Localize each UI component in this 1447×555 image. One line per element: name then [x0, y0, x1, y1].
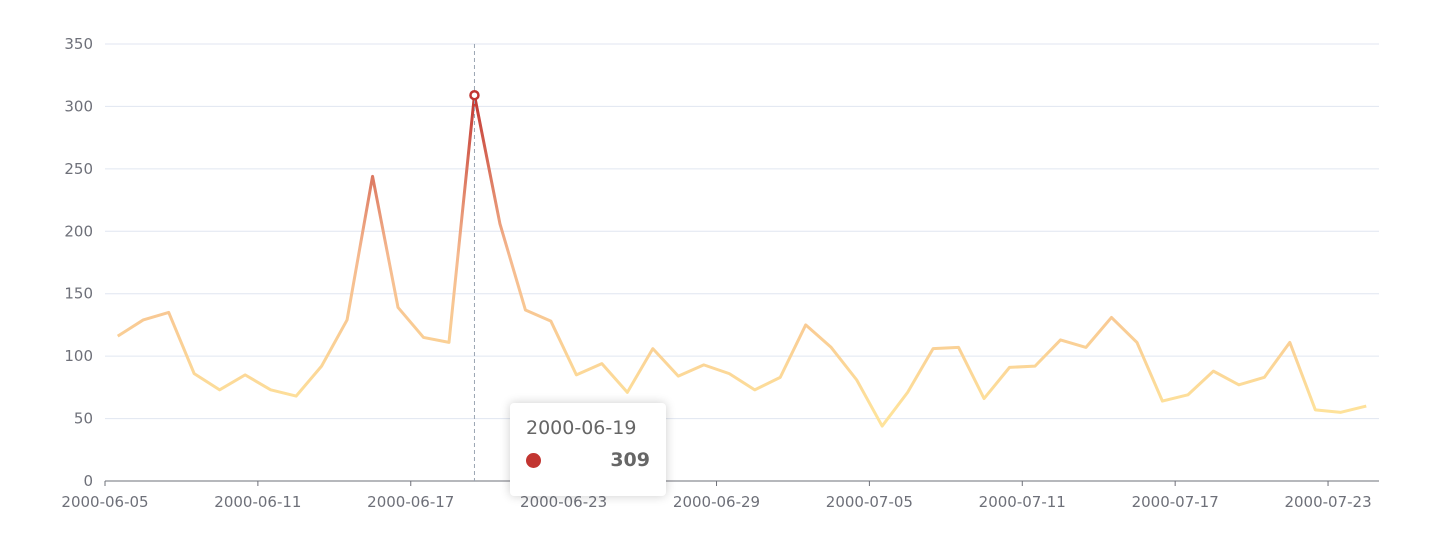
y-tick-label: 0 — [83, 472, 93, 490]
y-tick-label: 350 — [64, 35, 93, 53]
x-tick-label: 2000-06-05 — [61, 493, 148, 511]
point — [469, 89, 480, 101]
y-tick-label: 50 — [74, 410, 93, 428]
y-tick-label: 150 — [64, 285, 93, 303]
x-tick-label: 2000-06-29 — [673, 493, 760, 511]
tooltip-marker — [526, 452, 541, 468]
x-tick-label: 2000-07-23 — [1284, 493, 1371, 511]
y-tick-label: 100 — [64, 347, 93, 365]
line — [116, 93, 1367, 428]
x-tick-label: 2000-06-23 — [520, 493, 607, 511]
x-tick-label: 2000-07-05 — [826, 493, 913, 511]
x-tick-label: 2000-07-11 — [979, 493, 1066, 511]
y-tick-label: 250 — [64, 160, 93, 178]
tooltip: 2000-06-19 309 — [510, 403, 666, 496]
tooltip-value: 309 — [610, 449, 650, 471]
x-tick-label: 2000-06-17 — [367, 493, 454, 511]
y-tick-label: 300 — [64, 97, 93, 115]
y-tick-label: 200 — [64, 222, 93, 240]
tooltip-title: 2000-06-19 — [526, 417, 637, 439]
x-tick-label: 2000-07-17 — [1132, 493, 1219, 511]
x-tick-label: 2000-06-11 — [214, 493, 301, 511]
